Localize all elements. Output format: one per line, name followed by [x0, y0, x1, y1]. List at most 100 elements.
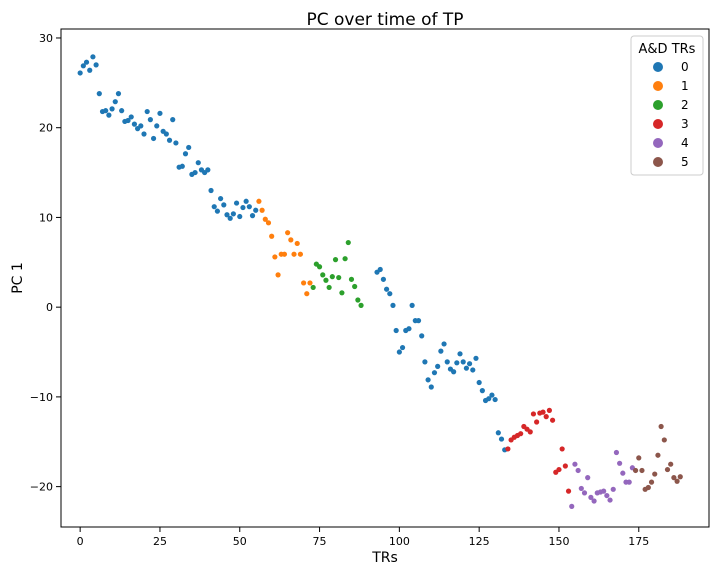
data-points: [77, 54, 683, 509]
data-point: [310, 284, 316, 291]
x-axis: 0 25 50 75 100 125 150 175: [77, 527, 649, 548]
data-point: [195, 160, 201, 166]
legend-label: 2: [681, 98, 689, 112]
data-point: [435, 363, 441, 369]
data-point: [415, 318, 422, 324]
legend-items: 0 1 2 3 4 5: [653, 60, 689, 169]
legend: A&D TRs 0 1 2 3 4 5: [630, 35, 704, 176]
data-point: [345, 239, 351, 246]
data-point: [399, 344, 406, 351]
data-point: [620, 470, 626, 476]
data-point: [157, 110, 163, 116]
y-tick-label: −20: [30, 481, 53, 494]
data-point: [601, 488, 607, 494]
data-point: [470, 367, 476, 373]
data-point: [173, 140, 179, 146]
data-point: [150, 135, 157, 142]
data-point: [428, 384, 434, 390]
data-point: [425, 377, 431, 383]
data-point: [90, 54, 96, 60]
data-point: [396, 349, 402, 355]
legend-label: 4: [681, 136, 689, 150]
data-point: [227, 215, 233, 221]
data-point: [476, 379, 482, 386]
data-point: [272, 254, 278, 260]
data-point: [645, 484, 651, 491]
data-point: [265, 220, 272, 226]
data-point: [106, 112, 112, 118]
data-point: [93, 62, 99, 68]
legend-marker: [653, 62, 663, 72]
series-1: [256, 198, 313, 297]
data-point: [186, 144, 192, 151]
data-point: [575, 467, 581, 474]
data-point: [530, 411, 537, 417]
data-point: [661, 437, 667, 443]
data-point: [639, 467, 645, 474]
data-point: [463, 365, 469, 371]
data-point: [610, 486, 616, 492]
data-point: [77, 70, 83, 76]
data-point: [294, 240, 300, 247]
data-point: [559, 446, 565, 452]
data-point: [288, 237, 294, 243]
data-point: [275, 272, 281, 278]
data-point: [540, 409, 546, 415]
data-point: [505, 446, 511, 452]
series-3: [505, 407, 572, 494]
data-point: [419, 333, 425, 339]
data-point: [329, 274, 335, 280]
data-point: [632, 467, 639, 474]
data-point: [166, 137, 173, 143]
data-point: [495, 430, 501, 436]
data-point: [527, 429, 533, 435]
data-point: [339, 290, 345, 296]
data-point: [326, 284, 332, 291]
data-point: [221, 202, 227, 208]
plot-frame: [60, 28, 710, 528]
data-point: [636, 455, 642, 461]
data-point: [518, 431, 524, 437]
y-tick-label: 10: [39, 211, 53, 224]
x-tick-label: 175: [628, 535, 649, 548]
data-point: [332, 257, 339, 263]
data-point: [307, 280, 313, 286]
data-point: [581, 490, 588, 496]
data-point: [617, 460, 623, 466]
data-point: [109, 106, 115, 112]
y-axis: −20 −10 0 10 20 30: [30, 32, 61, 494]
data-point: [473, 355, 479, 361]
data-point: [441, 341, 447, 347]
data-point: [230, 211, 236, 217]
data-point: [655, 452, 661, 458]
legend-marker: [653, 100, 663, 110]
data-point: [138, 123, 144, 129]
series-0: [77, 54, 508, 453]
data-point: [141, 131, 147, 137]
x-tick-label: 100: [389, 535, 410, 548]
data-point: [565, 488, 572, 494]
data-point: [154, 123, 160, 129]
series-2: [310, 239, 364, 308]
y-axis-label: PC 1: [10, 262, 26, 294]
data-point: [556, 466, 562, 473]
data-point: [83, 59, 90, 65]
data-point: [316, 264, 323, 270]
data-point: [486, 396, 492, 402]
legend-marker: [653, 138, 663, 148]
data-point: [578, 485, 584, 492]
data-point: [125, 117, 131, 124]
data-point: [658, 423, 664, 430]
y-tick-label: 30: [39, 32, 53, 45]
data-point: [652, 471, 658, 477]
data-point: [358, 302, 364, 308]
data-point: [664, 466, 671, 473]
data-point: [677, 474, 683, 480]
data-point: [115, 91, 122, 97]
data-point: [253, 207, 259, 213]
data-point: [205, 167, 211, 173]
data-point: [96, 91, 102, 97]
chart-title: PC over time of TP: [306, 10, 463, 30]
data-point: [451, 369, 457, 375]
